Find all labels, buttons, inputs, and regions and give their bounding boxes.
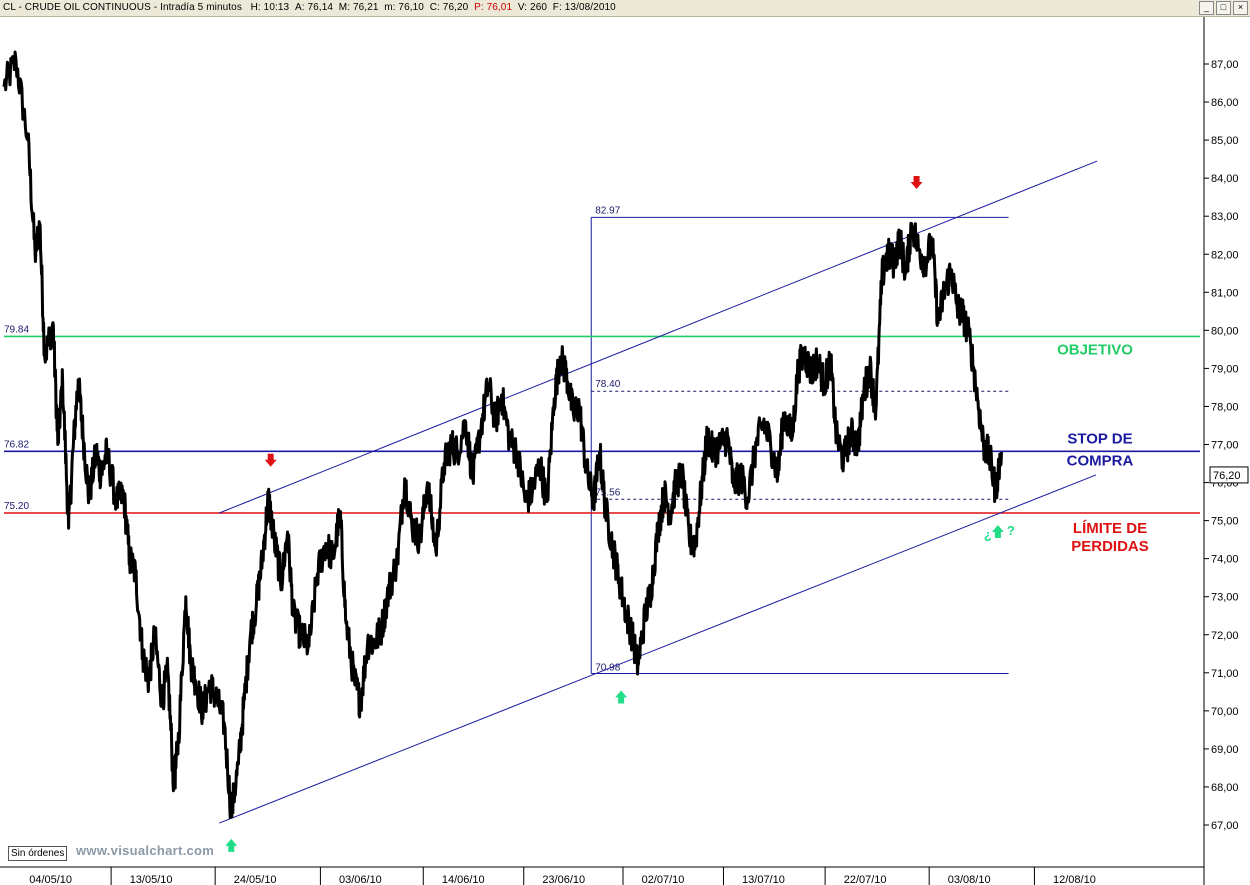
stat-5: P: 76,01 [468,2,513,13]
range-mid-label-1: 75.56 [595,487,620,498]
y-tick-label-8: 75,00 [1211,516,1239,528]
level-text-1-1: COMPRA [1067,452,1134,469]
y-tick-label-5: 72,00 [1211,630,1239,642]
range-mid-label-0: 78.40 [595,379,620,390]
stat-0: H: 10:13 [244,2,290,13]
x-tick-label-0: 04/05/10 [29,874,72,885]
y-tick-label-17: 84,00 [1211,173,1239,185]
y-tick-label-0: 67,00 [1211,820,1239,832]
stat-2: M: 76,21 [333,2,379,13]
symbol-name: CL - CRUDE OIL CONTINUOUS [3,2,151,13]
level-label-1: 76.82 [4,439,29,450]
price-chart[interactable]: 67,00 68,00 69,00 70,00 71,00 72,00 73,00 74,00… [0,17,1250,885]
stat-1: A: 76,14 [289,2,334,13]
y-tick-label-20: 87,00 [1211,59,1239,71]
level-label-0: 79.84 [4,324,29,335]
x-tick-label-9: 03/08/10 [948,874,991,885]
y-tick-label-13: 80,00 [1211,325,1239,337]
quote-stats: H: 10:13 A: 76,14 M: 76,21 m: 76,10 C: 7… [245,2,616,13]
y-tick-label-18: 85,00 [1211,135,1239,147]
maximize-button[interactable]: □ [1216,1,1231,15]
stat-6: V: 260 [512,2,548,13]
close-button[interactable]: × [1233,1,1248,15]
question-close: ? [1007,523,1015,538]
channel-upper-line [219,160,1098,514]
up-arrow-2 [991,525,1004,539]
price-series-line [2,50,1003,819]
x-tick-label-5: 23/06/10 [542,874,585,885]
y-tick-label-2: 69,00 [1211,744,1239,756]
up-arrow-0 [225,838,238,852]
x-tick-label-8: 22/07/10 [844,874,887,885]
y-tick-label-11: 78,00 [1211,401,1239,413]
x-tick-label-3: 03/06/10 [339,874,382,885]
level-text-2-1: PERDIDAS [1071,538,1149,555]
window-title-bar: CL - CRUDE OIL CONTINUOUS - Intradía 5 m… [0,0,1250,17]
range-bottom-label: 70.98 [595,663,620,674]
orders-status-button[interactable]: Sin órdenes [8,846,68,861]
level-label-2: 75.20 [4,501,29,512]
question-open: ¿ [984,527,992,542]
range-top-label: 82.97 [595,205,620,216]
title-text: CL - CRUDE OIL CONTINUOUS - Intradía 5 m… [3,2,616,13]
y-tick-label-10: 77,00 [1211,440,1239,452]
level-text-0-0: OBJETIVO [1057,341,1133,358]
channel-lower-line [219,474,1097,824]
y-tick-label-7: 74,00 [1211,554,1239,566]
level-text-2-0: LÍMITE DE [1073,520,1147,537]
up-arrow-1 [615,690,628,704]
x-tick-label-4: 14/06/10 [442,874,485,885]
y-tick-label-19: 86,00 [1211,97,1239,109]
x-tick-label-2: 24/05/10 [234,874,277,885]
interval-label: Intradía 5 minutos [160,2,242,13]
window-controls: _ □ × [1199,1,1248,15]
x-tick-label-6: 02/07/10 [642,874,685,885]
y-tick-label-16: 83,00 [1211,211,1239,223]
y-tick-label-4: 71,00 [1211,668,1239,680]
x-tick-label-10: 12/08/10 [1053,874,1096,885]
y-tick-label-15: 82,00 [1211,249,1239,261]
y-tick-label-6: 73,00 [1211,592,1239,604]
y-tick-label-1: 68,00 [1211,782,1239,794]
watermark-text: www.visualchart.com [76,843,215,858]
y-tick-label-12: 79,00 [1211,363,1239,375]
down-arrow-1 [910,175,923,189]
stat-3: m: 76,10 [378,2,424,13]
x-tick-label-1: 13/05/10 [130,874,173,885]
last-price-box [1209,466,1249,484]
level-text-1-0: STOP DE [1067,430,1132,447]
last-price-label: 76,20 [1213,470,1241,482]
y-tick-label-3: 70,00 [1211,706,1239,718]
stat-4: C: 76,20 [423,2,469,13]
down-arrow-0 [264,453,277,467]
x-tick-label-7: 13/07/10 [742,874,785,885]
stat-7: F: 13/08/2010 [547,2,616,13]
minimize-button[interactable]: _ [1199,1,1214,15]
y-tick-label-14: 81,00 [1211,287,1239,299]
